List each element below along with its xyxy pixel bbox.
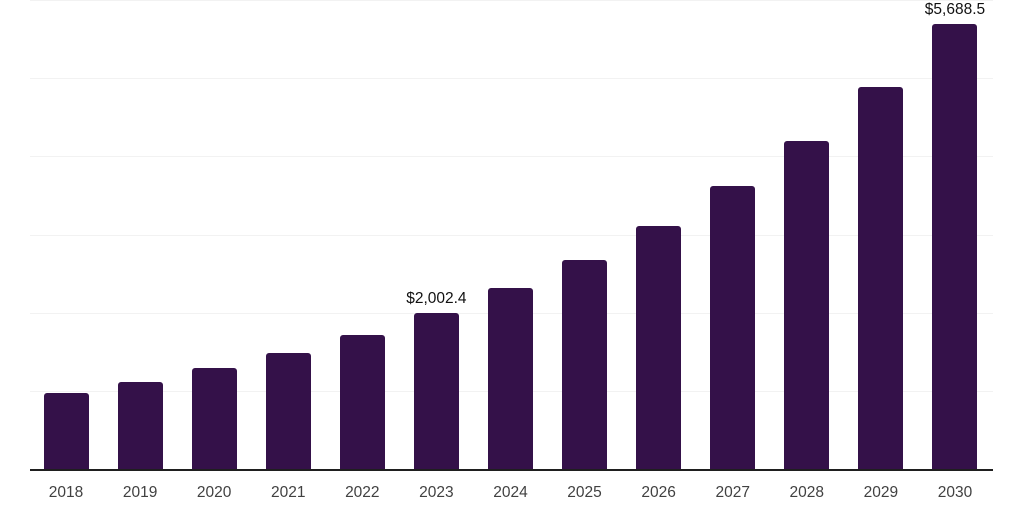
x-tick-label-2020: 2020 <box>196 484 232 501</box>
bar-2027 <box>710 186 756 470</box>
bar-2020 <box>191 368 237 470</box>
gridline <box>30 234 993 236</box>
bar-2021 <box>265 352 311 470</box>
bar-2025 <box>562 260 608 470</box>
gridline <box>30 77 993 79</box>
x-tick-label-2023: 2023 <box>419 484 454 501</box>
bar-2023 <box>413 313 459 470</box>
x-tick-label-2021: 2021 <box>270 484 306 501</box>
gridline <box>30 0 993 1</box>
data-label-2023: $2,002.4 <box>406 290 467 308</box>
bar-2019 <box>117 381 163 470</box>
x-tick-label-2019: 2019 <box>122 484 158 501</box>
x-tick-label-2026: 2026 <box>641 484 676 501</box>
gridline <box>30 156 993 158</box>
x-tick-label-2024: 2024 <box>493 484 528 501</box>
x-tick-label-2025: 2025 <box>567 484 602 501</box>
x-tick-label-2027: 2027 <box>715 484 750 501</box>
bar-2029 <box>858 86 904 470</box>
bar-2030 <box>932 24 978 470</box>
x-tick-label-2018: 2018 <box>48 484 84 501</box>
x-tick-label-2028: 2028 <box>789 484 825 501</box>
x-axis-line <box>30 469 993 471</box>
bar-2022 <box>339 334 385 470</box>
bar-2028 <box>784 141 830 470</box>
x-tick-label-2029: 2029 <box>863 484 899 501</box>
bar-2018 <box>43 392 89 470</box>
data-label-2030: $5,688.5 <box>924 1 986 19</box>
bar-2026 <box>636 226 682 470</box>
bar-2024 <box>487 288 533 470</box>
x-tick-label-2030: 2030 <box>937 484 973 501</box>
x-tick-label-2022: 2022 <box>345 484 380 501</box>
